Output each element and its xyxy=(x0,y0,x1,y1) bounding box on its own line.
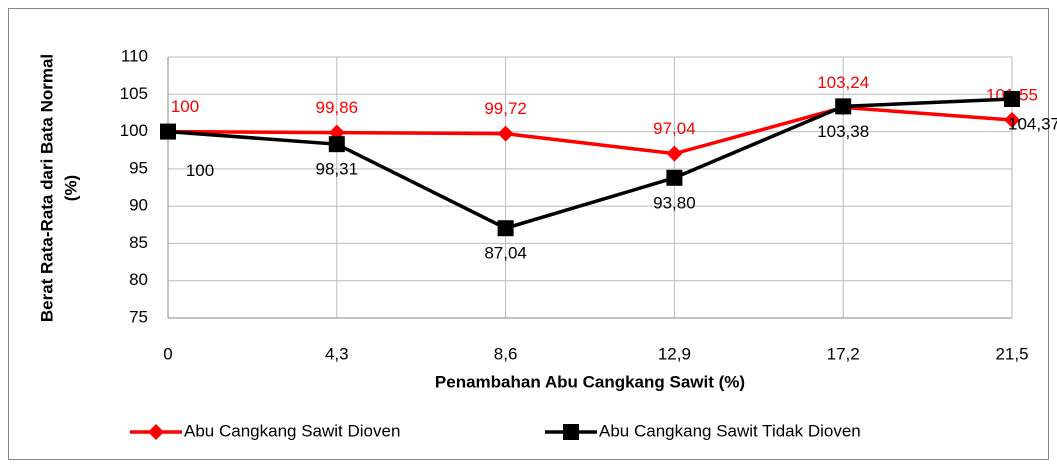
x-tick-label: 0 xyxy=(163,344,172,363)
y-tick-label: 100 xyxy=(120,121,148,140)
data-label: 99,86 xyxy=(316,98,359,117)
x-tick-label: 17,2 xyxy=(827,344,860,363)
data-point xyxy=(666,169,683,186)
y-axis-title: Berat Rata-Rata dari Bata Normal xyxy=(37,54,56,322)
data-point xyxy=(666,145,683,162)
x-tick-label: 12,9 xyxy=(658,344,691,363)
data-label: 87,04 xyxy=(484,244,527,263)
x-axis-title: Penambahan Abu Cangkang Sawit (%) xyxy=(435,372,745,391)
y-tick-label: 75 xyxy=(129,307,148,326)
data-point xyxy=(1004,90,1020,107)
data-label: 100 xyxy=(186,161,214,180)
y-tick-label: 90 xyxy=(129,196,148,215)
y-tick-label: 110 xyxy=(121,46,148,65)
data-point xyxy=(1004,112,1020,129)
data-label: 103,38 xyxy=(817,122,869,141)
y-tick-label: 95 xyxy=(129,158,148,177)
x-tick-label: 8,6 xyxy=(494,344,518,363)
y-axis-title-unit: (%) xyxy=(61,175,80,201)
data-label: 93,80 xyxy=(653,193,696,212)
legend-marker xyxy=(563,424,579,440)
data-label: 97,04 xyxy=(653,119,696,138)
data-label: 98,31 xyxy=(316,160,359,179)
data-label: 104,37 xyxy=(1008,114,1057,133)
y-tick-label: 105 xyxy=(120,84,148,103)
data-point xyxy=(160,123,176,140)
y-tick-label: 85 xyxy=(129,233,148,252)
data-label: 99,72 xyxy=(484,99,527,118)
x-tick-label: 21,5 xyxy=(995,344,1028,363)
legend-label: Abu Cangkang Sawit Tidak Dioven xyxy=(599,421,861,440)
data-point xyxy=(497,125,514,142)
legend-label: Abu Cangkang Sawit Dioven xyxy=(184,421,400,440)
chart-border xyxy=(8,8,1049,460)
series-line xyxy=(167,105,1013,156)
data-point xyxy=(497,220,514,237)
legend-marker xyxy=(148,424,164,440)
data-label: 100 xyxy=(171,97,199,116)
x-tick-label: 4,3 xyxy=(325,344,349,363)
data-point xyxy=(835,98,852,115)
data-point xyxy=(328,136,345,153)
data-label: 103,24 xyxy=(817,73,869,92)
series-line xyxy=(167,97,1013,231)
y-tick-label: 80 xyxy=(129,270,148,289)
